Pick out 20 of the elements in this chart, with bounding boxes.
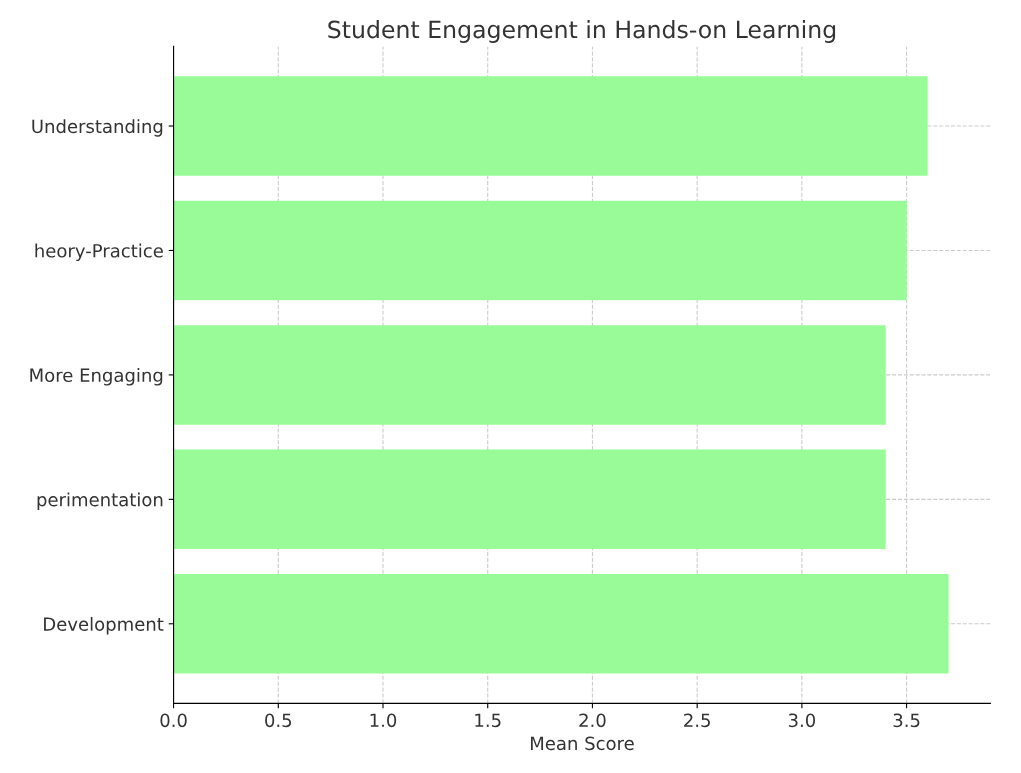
x-tick-label: 1.0	[370, 713, 397, 728]
bar	[173, 574, 949, 674]
y-tick-label: Understanding	[32, 119, 163, 137]
y-tick-label: perimentation	[37, 492, 163, 510]
y-tick-label: heory-Practice	[35, 243, 163, 262]
x-tick-label: 2.0	[579, 713, 606, 728]
bar	[173, 200, 907, 301]
x-tick-label: 0.5	[265, 713, 292, 728]
x-tick-label: 3.0	[788, 713, 816, 728]
x-tick-label: 0.0	[160, 713, 187, 728]
x-tick-label: 1.5	[475, 713, 501, 728]
bar	[173, 76, 928, 176]
bar	[173, 325, 886, 425]
x-tick-label: 3.5	[893, 713, 920, 728]
x-axis-title: Mean Score	[530, 736, 634, 751]
y-tick-label: Development	[44, 616, 164, 635]
bar	[173, 449, 886, 550]
x-tick-label: 2.5	[684, 713, 710, 728]
chart-title: Student Engagement in Hands-on Learning	[328, 20, 836, 43]
y-tick-label: More Engaging	[30, 368, 163, 386]
